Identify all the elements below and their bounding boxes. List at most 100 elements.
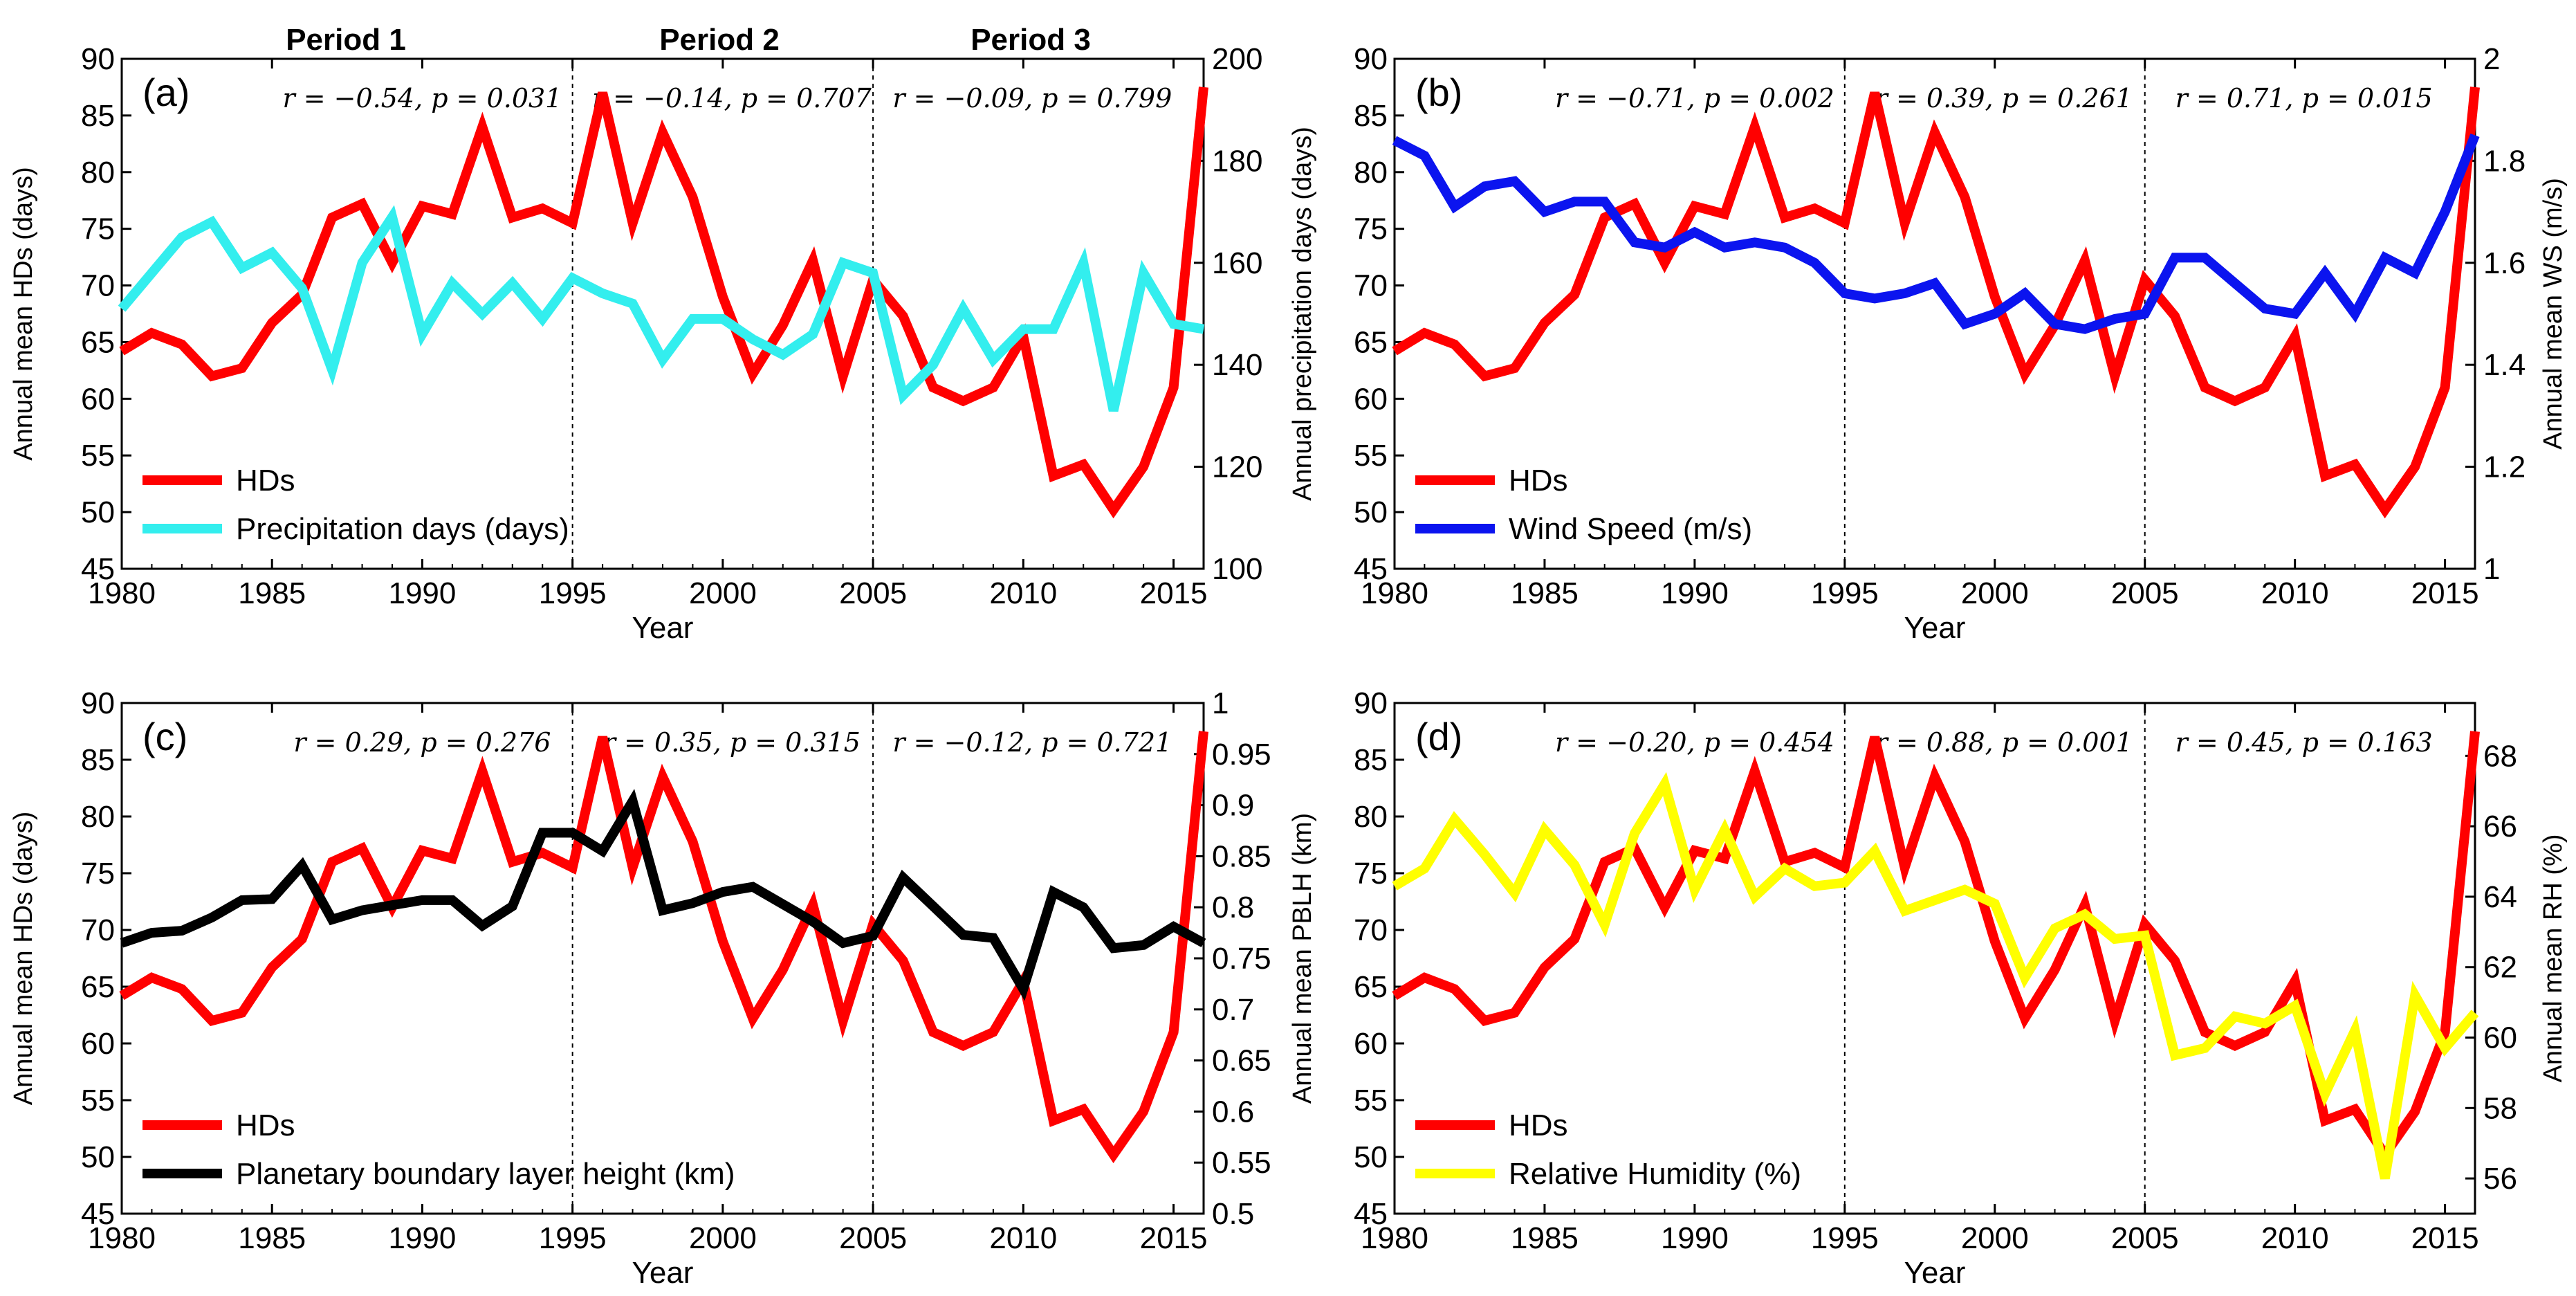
x-tick-label: 2010 bbox=[989, 576, 1057, 610]
y-right-tick-label: 60 bbox=[2483, 1021, 2517, 1055]
y-right-axis-title: Annual mean PBLH (km) bbox=[1288, 813, 1317, 1104]
correlation-stat: r = 0.88, p = 0.001 bbox=[1875, 727, 2133, 758]
panel-b: 1980 1985 1990 1995 2000 2005 2010 2015 45 50 55 60… bbox=[1354, 42, 2568, 645]
y-left-tick-label: 75 bbox=[1354, 212, 1388, 246]
y-left-tick-label: 75 bbox=[1354, 857, 1388, 891]
y-left-tick-label: 90 bbox=[1354, 686, 1388, 720]
y-right-tick-label: 0.85 bbox=[1212, 839, 1271, 873]
x-tick-label: 1990 bbox=[1661, 576, 1729, 610]
series-line-planetary-boundary-layer-height-km- bbox=[120, 789, 1206, 1001]
y-right-axis-title: Annual mean WS (m/s) bbox=[2539, 178, 2568, 450]
series-line-precipitation-days-days- bbox=[118, 205, 1205, 412]
correlation-stat: r = 0.45, p = 0.163 bbox=[2175, 727, 2433, 758]
y-right-tick-label: 160 bbox=[1212, 246, 1262, 280]
x-tick-label: 1995 bbox=[539, 1221, 607, 1255]
panel-c: 1980 1985 1990 1995 2000 2005 2010 2015 45 50 55 60… bbox=[9, 686, 1317, 1290]
series-line-hds bbox=[1392, 86, 2480, 519]
y-left-tick-label: 55 bbox=[81, 439, 115, 473]
x-tick-label: 1990 bbox=[1661, 1221, 1729, 1255]
legend-label: HDs bbox=[1509, 464, 1568, 498]
series-line-hds bbox=[1392, 731, 2480, 1164]
y-left-tick-label: 60 bbox=[81, 382, 115, 416]
y-right-tick-label: 58 bbox=[2483, 1091, 2517, 1125]
y-left-tick-label: 85 bbox=[1354, 743, 1388, 777]
panel-label: (a) bbox=[142, 71, 190, 114]
correlation-stat: r = −0.54, p = 0.031 bbox=[282, 83, 562, 113]
y-left-tick-label: 45 bbox=[1354, 1197, 1388, 1231]
y-right-axis-title: Annual mean RH (%) bbox=[2539, 834, 2568, 1082]
series-line-wind-speed-m-s- bbox=[1392, 133, 2480, 334]
y-right-tick-label: 62 bbox=[2483, 951, 2517, 985]
correlation-stat: r = 0.39, p = 0.261 bbox=[1875, 83, 2133, 113]
panel-a: 1980 1985 1990 1995 2000 2005 2010 2015 45 50 55 60… bbox=[9, 42, 1317, 645]
y-left-tick-label: 50 bbox=[81, 1140, 115, 1174]
y-left-tick-label: 80 bbox=[1354, 800, 1388, 834]
y-right-tick-label: 0.55 bbox=[1212, 1146, 1271, 1180]
x-tick-label: 1995 bbox=[1811, 1221, 1879, 1255]
x-tick-label: 1980 bbox=[88, 1221, 156, 1255]
y-right-tick-label: 2 bbox=[2483, 42, 2500, 76]
correlation-stat: r = −0.71, p = 0.002 bbox=[1555, 83, 1834, 113]
y-right-tick-label: 100 bbox=[1212, 552, 1262, 586]
panel-label: (b) bbox=[1415, 71, 1462, 114]
x-axis-title: Year bbox=[632, 611, 694, 645]
y-left-tick-label: 55 bbox=[81, 1084, 115, 1117]
y-left-tick-label: 90 bbox=[81, 42, 115, 76]
panel-label: (c) bbox=[142, 715, 187, 758]
x-tick-label: 2010 bbox=[2261, 576, 2329, 610]
y-left-tick-label: 70 bbox=[1354, 269, 1388, 303]
correlation-stat: r = 0.35, p = 0.315 bbox=[603, 727, 861, 758]
y-left-tick-label: 70 bbox=[1354, 913, 1388, 947]
x-tick-label: 2000 bbox=[689, 1221, 757, 1255]
y-right-tick-label: 1.6 bbox=[2483, 246, 2526, 280]
y-left-tick-label: 80 bbox=[81, 800, 115, 834]
y-right-tick-label: 66 bbox=[2483, 810, 2517, 843]
legend-label: Planetary boundary layer height (km) bbox=[236, 1157, 735, 1191]
x-tick-label: 1985 bbox=[238, 1221, 306, 1255]
x-tick-label: 1985 bbox=[1511, 576, 1579, 610]
y-left-tick-label: 70 bbox=[81, 269, 115, 303]
x-tick-label: 2015 bbox=[2411, 576, 2479, 610]
y-left-tick-label: 85 bbox=[81, 99, 115, 133]
y-left-axis-title: Annual mean HDs (days) bbox=[9, 812, 38, 1106]
y-left-tick-label: 80 bbox=[1354, 156, 1388, 190]
y-right-tick-label: 0.65 bbox=[1212, 1044, 1271, 1078]
y-left-tick-label: 65 bbox=[1354, 970, 1388, 1004]
y-right-tick-label: 1 bbox=[2483, 552, 2500, 586]
x-tick-label: 1990 bbox=[388, 1221, 456, 1255]
period-2-header: Period 2 bbox=[659, 23, 780, 57]
y-left-tick-label: 50 bbox=[1354, 1140, 1388, 1174]
x-tick-label: 2000 bbox=[689, 576, 757, 610]
x-axis-title: Year bbox=[1904, 1256, 1966, 1290]
y-left-tick-label: 45 bbox=[81, 552, 115, 586]
x-tick-label: 1980 bbox=[88, 576, 156, 610]
y-left-tick-label: 90 bbox=[1354, 42, 1388, 76]
x-tick-label: 2005 bbox=[839, 1221, 907, 1255]
y-right-tick-label: 0.8 bbox=[1212, 891, 1254, 924]
panel-d: 1980 1985 1990 1995 2000 2005 2010 2015 45 50 55 60… bbox=[1354, 686, 2568, 1290]
x-tick-label: 2015 bbox=[1140, 576, 1208, 610]
x-tick-label: 2000 bbox=[1961, 576, 2029, 610]
panel-label: (d) bbox=[1415, 715, 1462, 758]
x-tick-label: 1995 bbox=[539, 576, 607, 610]
x-tick-label: 2005 bbox=[2111, 1221, 2179, 1255]
correlation-stat: r = −0.09, p = 0.799 bbox=[892, 83, 1172, 113]
legend-label: HDs bbox=[1509, 1108, 1568, 1142]
y-left-tick-label: 60 bbox=[1354, 1027, 1388, 1061]
y-right-tick-label: 200 bbox=[1212, 42, 1262, 76]
correlation-stat: r = −0.12, p = 0.721 bbox=[892, 727, 1172, 758]
x-tick-label: 2010 bbox=[989, 1221, 1057, 1255]
x-axis-title: Year bbox=[1904, 611, 1966, 645]
x-tick-label: 2005 bbox=[2111, 576, 2179, 610]
period-3-header: Period 3 bbox=[970, 23, 1091, 57]
legend-label: Relative Humidity (%) bbox=[1509, 1157, 1801, 1191]
y-left-tick-label: 85 bbox=[81, 743, 115, 777]
y-left-tick-label: 65 bbox=[81, 325, 115, 359]
y-left-tick-label: 90 bbox=[81, 686, 115, 720]
x-tick-label: 2015 bbox=[1140, 1221, 1208, 1255]
y-right-tick-label: 0.9 bbox=[1212, 789, 1254, 823]
correlation-stat: r = 0.29, p = 0.276 bbox=[293, 727, 551, 758]
y-left-axis-title: Annual mean HDs (days) bbox=[9, 167, 38, 461]
y-right-tick-label: 68 bbox=[2483, 739, 2517, 773]
